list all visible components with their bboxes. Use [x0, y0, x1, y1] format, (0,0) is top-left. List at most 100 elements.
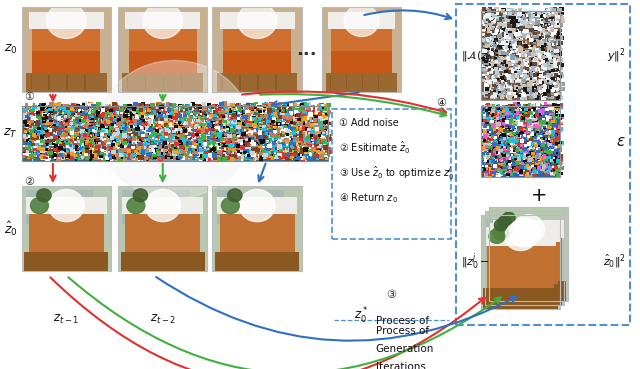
Bar [550, 129, 554, 132]
Bar [294, 144, 299, 147]
Bar [245, 110, 249, 113]
Bar [518, 147, 520, 149]
Bar [295, 107, 299, 110]
Bar [230, 108, 234, 111]
Bar [538, 141, 541, 144]
Bar [250, 131, 253, 135]
Bar [559, 124, 563, 128]
Bar [257, 120, 261, 124]
Bar [498, 84, 502, 87]
Bar [188, 111, 193, 115]
Bar [198, 152, 200, 154]
Bar [36, 141, 40, 145]
Bar [298, 144, 301, 146]
Bar [557, 77, 560, 80]
Bar [88, 154, 92, 157]
Bar [218, 130, 221, 132]
Bar [543, 148, 547, 151]
Bar [234, 147, 238, 151]
Bar [68, 108, 70, 109]
Bar [36, 117, 40, 120]
Bar [47, 157, 51, 161]
Bar [549, 148, 551, 150]
Bar [100, 115, 104, 118]
Bar [529, 143, 531, 145]
Bar [504, 25, 508, 27]
Bar [516, 131, 520, 135]
Bar [529, 117, 531, 119]
Bar [536, 150, 540, 153]
Bar [97, 118, 99, 120]
Bar [510, 143, 513, 145]
Bar [178, 128, 181, 131]
Bar [134, 110, 138, 113]
Bar [516, 170, 518, 172]
Bar [275, 158, 277, 160]
Bar [173, 112, 176, 115]
Bar [513, 61, 516, 65]
Bar [239, 110, 243, 113]
Bar [518, 24, 523, 28]
Bar [254, 156, 258, 160]
Bar [106, 114, 110, 118]
Bar [554, 90, 556, 92]
Bar [239, 148, 241, 151]
Bar [205, 149, 209, 153]
Bar [305, 121, 308, 124]
Bar [281, 131, 285, 135]
Bar [481, 168, 484, 171]
Bar [45, 134, 49, 138]
Bar [70, 107, 75, 111]
Bar [276, 113, 278, 115]
Bar [190, 115, 193, 118]
Bar [108, 146, 113, 151]
Bar [485, 211, 564, 305]
Bar [93, 115, 97, 118]
Bar [511, 48, 513, 50]
Bar [117, 145, 121, 149]
Bar [252, 123, 255, 127]
Bar [317, 108, 320, 111]
Bar [482, 139, 484, 141]
Bar [118, 123, 120, 124]
Bar [70, 152, 74, 155]
Bar [257, 156, 258, 158]
Bar [311, 130, 315, 134]
Bar [42, 136, 45, 139]
Bar [226, 148, 228, 150]
Bar [148, 145, 150, 146]
Bar [79, 107, 81, 109]
Bar [552, 142, 554, 145]
Bar [29, 156, 31, 158]
Bar [520, 169, 523, 171]
Bar [511, 44, 513, 46]
Bar [489, 223, 561, 242]
Bar [86, 150, 90, 154]
Bar [138, 146, 141, 149]
Bar [27, 106, 29, 108]
Bar [526, 109, 531, 113]
Bar [482, 75, 484, 77]
Bar [264, 139, 268, 142]
Bar [97, 158, 100, 160]
Bar [268, 110, 271, 113]
Bar [203, 121, 208, 126]
Bar [87, 143, 91, 146]
Bar [33, 118, 38, 123]
Bar [278, 128, 281, 130]
Bar [305, 151, 310, 155]
Bar [518, 130, 522, 133]
Bar [203, 114, 205, 115]
Bar [207, 125, 209, 127]
Bar [514, 158, 517, 160]
Bar [508, 136, 510, 137]
Bar [266, 132, 268, 134]
Bar [486, 127, 490, 131]
Bar [108, 126, 111, 130]
Bar [38, 152, 43, 155]
Bar [191, 142, 194, 145]
Bar [489, 59, 493, 63]
Bar [500, 144, 503, 146]
Bar [548, 172, 550, 174]
Bar [284, 138, 287, 141]
